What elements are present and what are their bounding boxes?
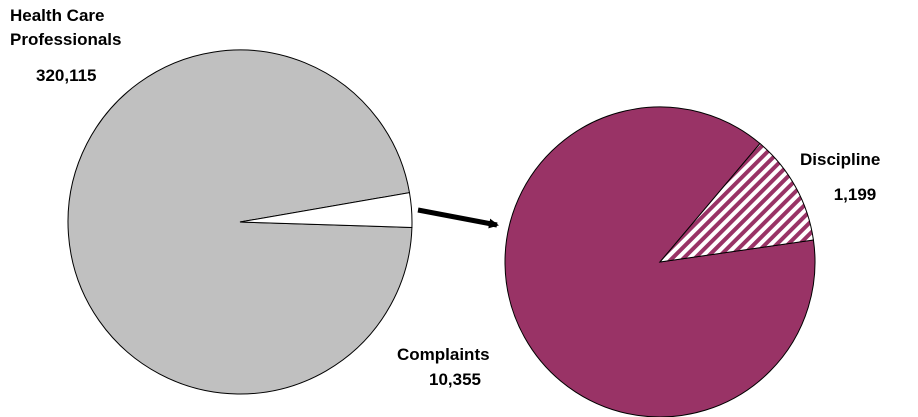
series-label: Complaints: [397, 345, 490, 364]
pie-slice: [658, 142, 814, 263]
value-label: 320,115: [36, 66, 97, 85]
value-label: 1,199: [833, 185, 877, 204]
series-label: Discipline: [800, 150, 881, 169]
pie-slice: [239, 192, 413, 228]
value-label: 10,355: [429, 370, 481, 389]
series-label: Health Care Professionals: [10, 6, 122, 49]
connector-arrow: [417, 207, 499, 229]
